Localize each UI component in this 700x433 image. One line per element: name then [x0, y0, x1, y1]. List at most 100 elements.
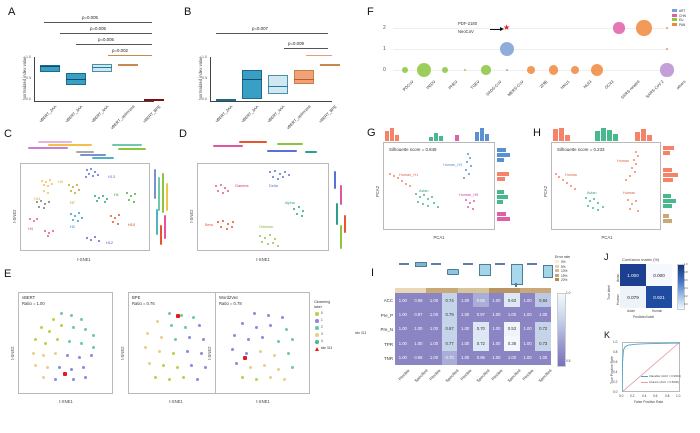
panel-e-legend-label-3: 3: [321, 332, 323, 336]
panel-j-colorbar: [677, 264, 685, 310]
panel-b-ytick-2: 0.0: [202, 97, 207, 101]
panel-i-colorbar-tick-1: 1.0: [566, 291, 571, 295]
panel-f-legend-swatch-0: [672, 9, 677, 12]
boxplot-a-2: [66, 73, 86, 85]
panel-d-plot-area: [197, 163, 329, 251]
cluster-gamma: [213, 183, 235, 197]
heatmap-cell-acc-7: 0.63: [504, 293, 520, 308]
heatmap-cell-tnr-1: 0.95: [410, 350, 427, 365]
panel-f-legend-swatch-3: [672, 22, 677, 26]
panel-h-ylabel: PCA2: [543, 186, 548, 197]
heatmap-cell-tnr-5: 0.96: [473, 350, 489, 365]
boxplot-b-2-median: [242, 79, 262, 80]
panel-h-top-hist: [551, 127, 661, 141]
panel-d: D Delta Gamma Alpha: [175, 125, 355, 265]
panel-e-bpe-site-marker: [176, 314, 180, 318]
panel-g: G Silhouette score = 0.849 Human_H3 Huma…: [355, 125, 530, 255]
panel-i-errorrate-label-0: 0%: [561, 260, 566, 264]
panel-k-legend-label-classifier: Classifier (AUC = 0.9901): [649, 374, 681, 378]
panel-e-legend-label-1: 1: [321, 318, 323, 322]
cluster-label-h13: H13: [108, 175, 115, 179]
panel-e-legend-label-4: 4: [321, 339, 323, 343]
heatmap-cell-acc-4: 1.00: [457, 293, 473, 308]
panel-k-xlabel: False Positive Rate: [634, 400, 664, 404]
panel-e-subpanel-vbert: vBERT Ratio = 1.00: [18, 292, 113, 394]
panel-i-errorrate-label-4: 20%: [561, 278, 568, 282]
panel-g-label-human-h5: Human_H5: [459, 193, 479, 197]
cluster-label-beta: Beta: [205, 223, 213, 227]
panel-c-top-marginal: [20, 139, 150, 161]
panel-j-cbar-tick-4: 0.2: [684, 295, 688, 298]
bubble-others-2: [665, 26, 669, 30]
sig-line-4: [108, 55, 152, 56]
panel-i-heatmap: 1.00 0.98 1.00 0.74 1.00 0.82 1.00 0.63 …: [395, 293, 551, 365]
panel-b-ytick-1: 0.5: [202, 76, 207, 80]
heatmap-cell-acc-6: 1.00: [488, 293, 505, 308]
panel-k-legend-line-chance: [641, 382, 648, 383]
panel-h-plot-area: [551, 142, 661, 230]
panel-e-legend-site-marker: [314, 347, 319, 351]
cluster-h9: [40, 179, 56, 191]
cluster-omicron: [257, 233, 285, 251]
panel-i-errorrate-legend: Error rate 0% 5% 10% 15% 20%: [555, 255, 595, 287]
panel-c-right-marginal: [152, 163, 174, 251]
panel-e-legend: Clustering label 0 1 2 3 4 site 313: [314, 300, 354, 360]
heatmap-row-label-prep: Pre_P: [380, 312, 393, 318]
panel-f-legend-swatch-1: [672, 13, 677, 17]
cluster-h8: [34, 199, 56, 211]
panel-e-word2vec-site-marker: [243, 356, 247, 360]
heatmap-cell-acc-5: 0.82: [473, 293, 489, 308]
panel-d-letter: D: [179, 128, 187, 140]
heatmap-cell-tpr-1: 1.00: [410, 336, 427, 351]
bubble-others-1: [665, 47, 669, 51]
heatmap-cell-prep-9: 1.00: [535, 307, 551, 322]
bubble-sars-related-2: [613, 22, 625, 34]
heatmap-cell-pren-2: 1.00: [426, 321, 442, 337]
boxplot-a-1-median: [40, 66, 60, 68]
panel-i-errorrate-swatch-1: [555, 264, 559, 268]
panel-k-ytick-5: 1.0: [613, 340, 618, 344]
heatmap-cell-tpr-6: 1.00: [488, 336, 505, 351]
panel-f: F 2 1 0 PDF-2180 NeoCoV ★ PDCoV PEDV PHE…: [355, 0, 700, 125]
heatmap-cell-tnr-9: 1.00: [535, 350, 551, 365]
panel-k-ytick-4: 0.8: [613, 350, 618, 354]
panel-h-label-human-2: Human: [565, 173, 578, 177]
heatmap-cell-tnr-0: 1.00: [395, 350, 411, 365]
panel-c: C H13 H9 H11: [0, 125, 178, 265]
panel-f-xtick-9: OC43: [603, 79, 615, 90]
panel-e-vbert-xlabel: t-SNE1: [59, 399, 73, 404]
panel-c-letter: C: [4, 128, 12, 140]
panel-h-cluster-human-left: [555, 173, 581, 191]
panel-e-legend-label-2: 2: [321, 325, 323, 329]
bubble-hku1-0: [548, 65, 558, 75]
panel-h-cluster-avian: [583, 195, 611, 215]
panel-f-annotation-arrow: [490, 29, 502, 30]
panel-h-xlabel: PCA1: [601, 235, 613, 240]
panel-e-plot-vbert: [18, 292, 113, 394]
heatmap-cell-pren-9: 0.72: [535, 321, 551, 337]
panel-g-label-avian: Avian: [419, 189, 429, 193]
panel-i-top-boxplots: [395, 255, 553, 287]
panel-e-bpe-scatter: [136, 308, 216, 388]
panel-f-annotation-line2: NeoCoV: [458, 29, 474, 34]
heatmap-cell-tpr-3: 0.77: [441, 336, 458, 351]
panel-e-legend-dot-2: [315, 326, 319, 330]
sig-pvalue-1: p=0.005: [82, 15, 98, 20]
panel-f-gridline-1: [393, 49, 669, 50]
panel-k-xtick-3: 0.6: [653, 394, 658, 398]
panel-i-errorrate-title: Error rate: [555, 255, 571, 259]
heatmap-cell-acc-0: 1.00: [395, 293, 411, 308]
cluster-label-delta: Delta: [269, 184, 278, 188]
panel-e-bpe-ratio: Ratio = 0.76: [132, 301, 155, 306]
panel-d-ylabel: t-SNE2: [189, 209, 194, 224]
panel-i-errorrate-label-1: 5%: [561, 264, 566, 269]
panel-f-ytick-2: 2: [383, 25, 386, 31]
cluster-label-h4: H4: [28, 227, 33, 231]
sig-pvalue-4: p=0.002: [112, 48, 128, 53]
panel-e-vbert-name: vBERT: [22, 295, 36, 300]
panel-f-xtick-12: others: [675, 79, 687, 91]
heatmap-cell-tpr-8: 1.00: [519, 336, 536, 351]
panel-i: I 1.00 0.98 1.00 0.74 1.00 0.82 1.00 0.6…: [355, 255, 600, 433]
boxplot-a-2-median: [66, 79, 86, 80]
sig-line-3: [76, 44, 152, 45]
